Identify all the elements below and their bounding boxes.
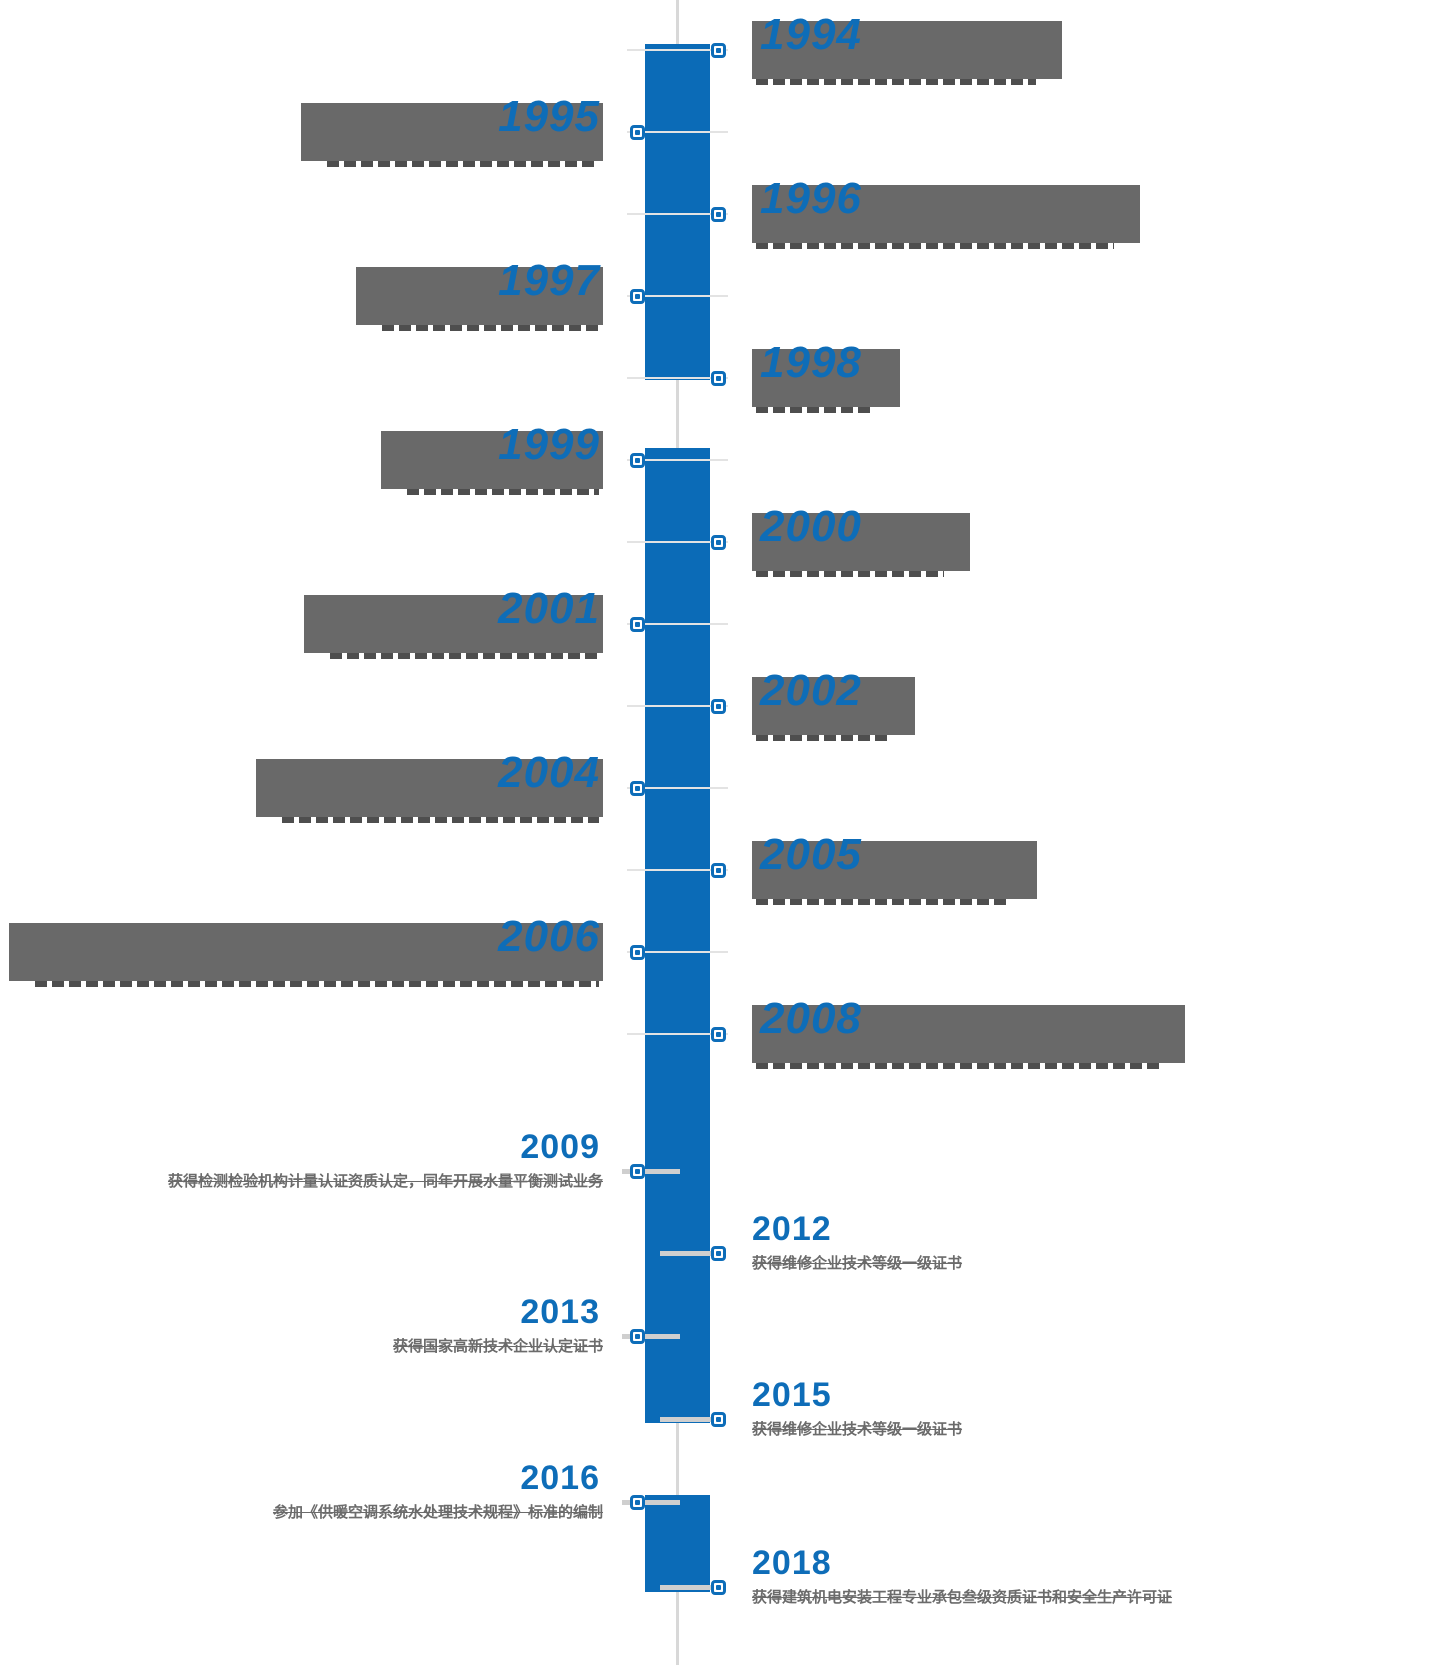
connector-line [627, 705, 728, 707]
event-cover-box [752, 677, 915, 735]
timeline-bar-segment-3 [645, 1495, 710, 1592]
event-year: 2004 [498, 748, 600, 797]
event-year: 1996 [760, 174, 862, 223]
event-year: 1999 [498, 420, 600, 469]
timeline-node-icon [630, 1495, 645, 1510]
event-cover-box [9, 923, 603, 981]
connector-line [622, 1334, 680, 1339]
event-year: 2018 [752, 1544, 832, 1582]
event-year: 2016 [520, 1459, 600, 1497]
connector-line [622, 1500, 680, 1505]
timeline-node-icon [630, 1164, 645, 1179]
timeline-node-icon [630, 781, 645, 796]
event-description: 获得检测检验机构计量认证资质认定，同年开展水量平衡测试业务 [167, 1173, 603, 1190]
event-cover-box [752, 1005, 1185, 1063]
connector-line [627, 623, 728, 625]
event-cover-box [356, 267, 603, 325]
timeline-node-icon [711, 1412, 726, 1427]
connector-line [627, 869, 728, 871]
timeline-bar-segment-2 [645, 448, 710, 1423]
event-year: 2012 [752, 1210, 832, 1248]
timeline-node-icon [711, 371, 726, 386]
event-cover-box [752, 185, 1140, 243]
event-year: 2013 [520, 1293, 600, 1331]
event-cover-box [752, 841, 1037, 899]
timeline-node-icon [630, 125, 645, 140]
timeline-node-icon [711, 43, 726, 58]
connector-line [627, 787, 728, 789]
event-cover-box [304, 595, 603, 653]
connector-line [627, 49, 728, 51]
connector-line [660, 1251, 718, 1256]
timeline-node-icon [630, 617, 645, 632]
timeline-node-icon [711, 863, 726, 878]
timeline-node-icon [630, 289, 645, 304]
event-year: 2009 [520, 1128, 600, 1166]
connector-line [660, 1585, 718, 1590]
timeline-node-icon [711, 699, 726, 714]
connector-line [627, 459, 728, 461]
connector-line [627, 213, 728, 215]
event-year: 2008 [760, 994, 862, 1043]
event-year: 2002 [760, 666, 862, 715]
timeline-bar-segment-1 [645, 44, 710, 380]
event-cover-box [752, 349, 900, 407]
event-year: 1997 [498, 256, 600, 305]
timeline-node-icon [711, 535, 726, 550]
connector-line [622, 1169, 680, 1174]
event-cover-box [752, 513, 970, 571]
connector-line [627, 951, 728, 953]
event-year: 1995 [498, 92, 600, 141]
connector-line [627, 295, 728, 297]
timeline-node-icon [630, 1329, 645, 1344]
event-year: 2006 [498, 912, 600, 961]
event-cover-box [381, 431, 603, 489]
event-cover-box [301, 103, 603, 161]
event-year: 2005 [760, 830, 862, 879]
timeline-node-icon [711, 1246, 726, 1261]
connector-line [627, 377, 728, 379]
timeline-node-icon [630, 453, 645, 468]
event-year: 1998 [760, 338, 862, 387]
event-description: 获得国家高新技术企业认定证书 [392, 1338, 603, 1355]
event-year: 1994 [760, 10, 862, 59]
connector-line [627, 541, 728, 543]
event-year: 2000 [760, 502, 862, 551]
connector-line [627, 131, 728, 133]
timeline-node-icon [630, 945, 645, 960]
event-description: 参加《供暖空调系统水处理技术规程》标准的编制 [272, 1504, 603, 1521]
connector-line [660, 1417, 718, 1422]
event-description: 获得建筑机电安装工程专业承包叁级资质证书和安全生产许可证 [752, 1589, 1173, 1606]
timeline-node-icon [711, 1580, 726, 1595]
connector-line [627, 1033, 728, 1035]
event-cover-box [256, 759, 603, 817]
event-description: 获得维修企业技术等级一级证书 [752, 1255, 963, 1272]
event-description: 获得维修企业技术等级一级证书 [752, 1421, 963, 1438]
event-year: 2001 [498, 584, 600, 633]
event-cover-box [752, 21, 1062, 79]
timeline-node-icon [711, 1027, 726, 1042]
event-year: 2015 [752, 1376, 832, 1414]
timeline-node-icon [711, 207, 726, 222]
